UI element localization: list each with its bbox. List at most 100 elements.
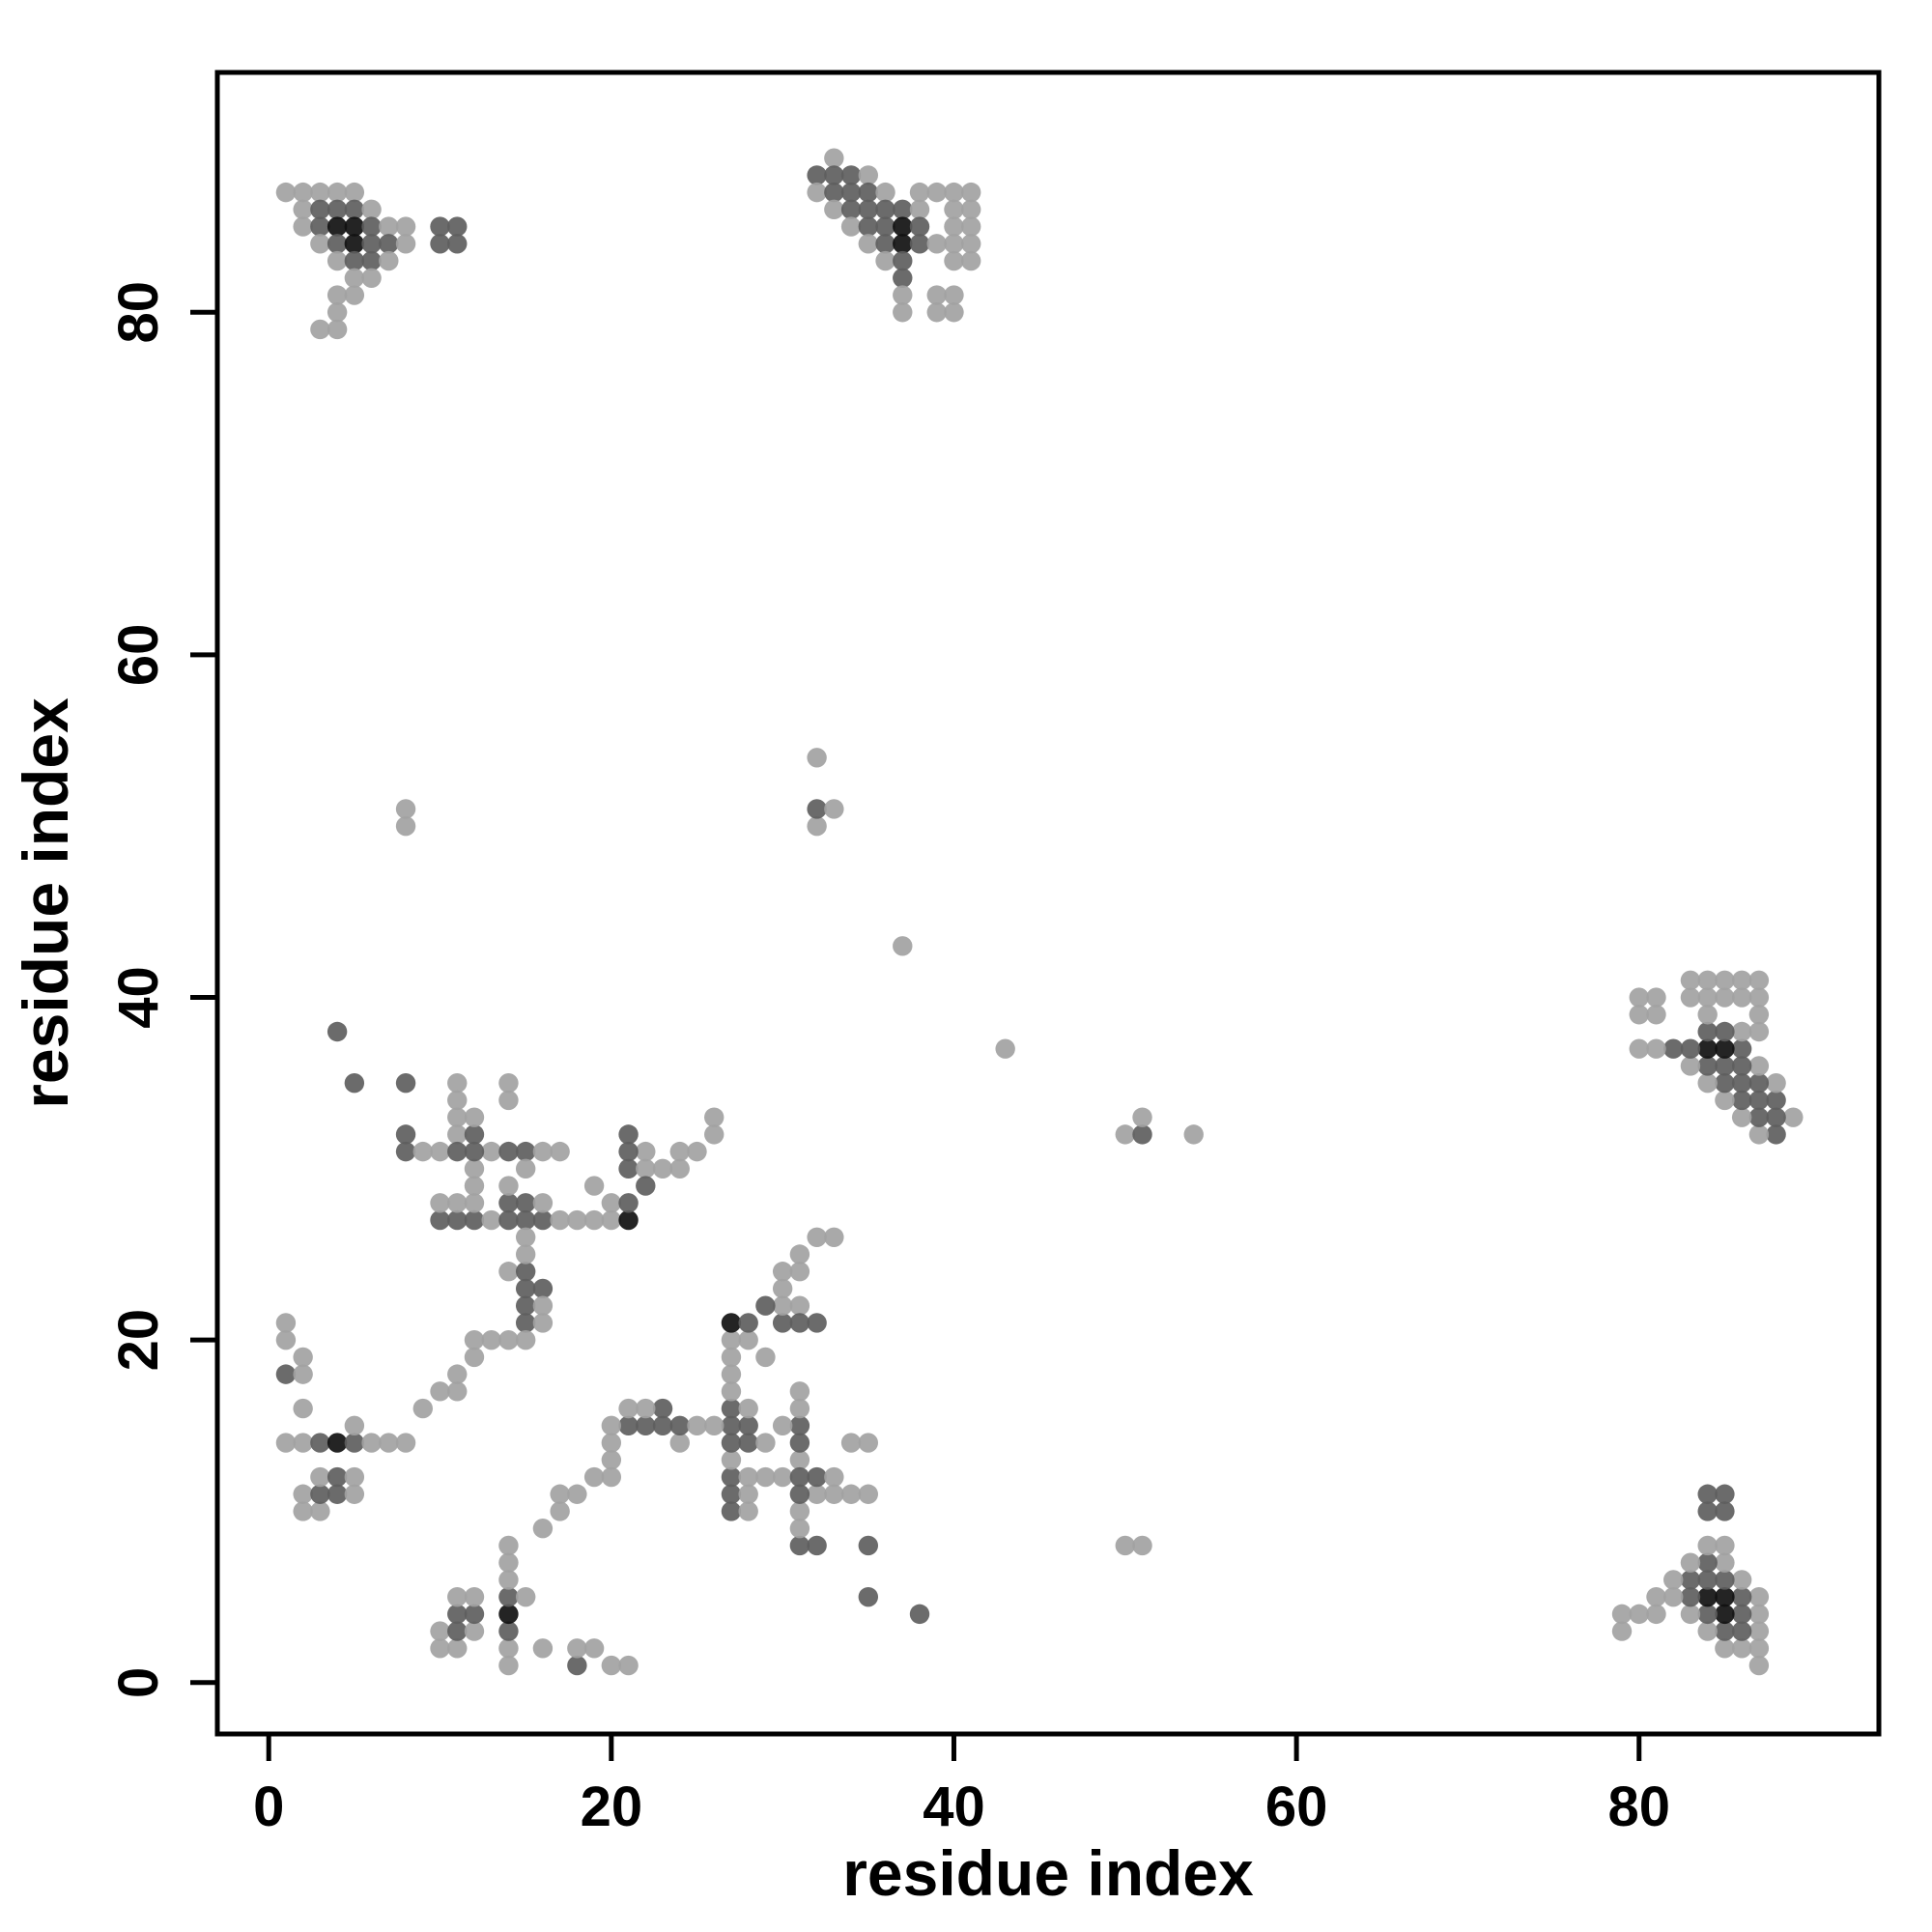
data-point bbox=[721, 1466, 742, 1488]
data-point bbox=[1697, 970, 1718, 990]
data-point bbox=[738, 1433, 758, 1453]
data-point bbox=[738, 1329, 758, 1350]
data-point bbox=[1731, 1586, 1752, 1607]
data-point bbox=[807, 182, 827, 203]
data-point bbox=[361, 234, 382, 254]
data-point bbox=[550, 1141, 570, 1162]
data-point bbox=[1629, 1005, 1649, 1025]
data-point bbox=[669, 1141, 690, 1162]
data-point bbox=[755, 1433, 776, 1453]
data-point bbox=[361, 199, 382, 220]
data-point bbox=[1646, 1604, 1666, 1625]
data-point bbox=[669, 1415, 690, 1436]
data-point bbox=[858, 1535, 879, 1556]
data-point bbox=[430, 216, 450, 237]
plot-border bbox=[214, 70, 1882, 1737]
data-point bbox=[327, 216, 348, 237]
data-point bbox=[721, 1364, 742, 1384]
x-tick-label: 20 bbox=[581, 1776, 643, 1838]
data-point bbox=[515, 1193, 536, 1213]
data-point bbox=[1183, 1124, 1204, 1145]
data-point bbox=[858, 165, 879, 185]
data-point bbox=[481, 1209, 501, 1231]
data-point bbox=[498, 1141, 519, 1162]
data-point bbox=[944, 199, 964, 220]
data-point bbox=[327, 199, 348, 220]
data-point bbox=[515, 1329, 536, 1350]
data-point bbox=[293, 1484, 313, 1504]
y-tick-label: 60 bbox=[107, 624, 170, 687]
data-point bbox=[618, 1193, 639, 1213]
data-point bbox=[583, 1638, 605, 1659]
data-point bbox=[1115, 1124, 1135, 1145]
data-point bbox=[807, 748, 827, 768]
data-point bbox=[293, 1364, 313, 1384]
data-point bbox=[1663, 1038, 1684, 1059]
data-point bbox=[636, 1141, 656, 1162]
data-point bbox=[1697, 1072, 1718, 1094]
data-point bbox=[807, 1535, 827, 1556]
data-point bbox=[447, 1621, 468, 1641]
data-point bbox=[515, 1295, 536, 1316]
data-point bbox=[944, 182, 964, 203]
data-point bbox=[498, 1570, 519, 1590]
data-point bbox=[601, 1209, 622, 1231]
data-point bbox=[395, 1072, 416, 1094]
data-point bbox=[344, 268, 365, 288]
data-point bbox=[464, 1621, 485, 1641]
data-point bbox=[1629, 987, 1649, 1008]
data-point bbox=[310, 1501, 330, 1521]
data-point bbox=[1748, 1005, 1770, 1025]
data-point bbox=[824, 182, 844, 203]
data-point bbox=[1680, 1570, 1701, 1590]
data-point bbox=[430, 1193, 450, 1213]
data-point bbox=[310, 234, 330, 254]
data-point bbox=[515, 1262, 536, 1282]
data-point bbox=[738, 1415, 758, 1436]
data-point bbox=[909, 1604, 930, 1625]
data-point bbox=[772, 1278, 793, 1299]
y-axis-title: residue index bbox=[10, 697, 81, 1109]
data-point bbox=[893, 302, 913, 323]
data-point bbox=[858, 1484, 879, 1504]
data-point bbox=[704, 1107, 724, 1127]
data-point bbox=[824, 1227, 844, 1247]
data-point bbox=[636, 1398, 656, 1419]
data-point bbox=[498, 1176, 519, 1196]
data-point bbox=[344, 234, 365, 254]
data-point bbox=[532, 1209, 554, 1231]
y-tick-label: 0 bbox=[107, 1667, 170, 1698]
data-point bbox=[532, 1278, 554, 1299]
data-point bbox=[961, 199, 981, 220]
data-point bbox=[395, 234, 416, 254]
data-point bbox=[652, 1415, 673, 1436]
data-point bbox=[772, 1262, 793, 1282]
data-point bbox=[1748, 1056, 1770, 1076]
data-point bbox=[789, 1501, 810, 1521]
data-point bbox=[481, 1329, 501, 1350]
data-point bbox=[1132, 1535, 1152, 1556]
data-point bbox=[464, 1141, 485, 1162]
data-point bbox=[1697, 1484, 1718, 1504]
data-point bbox=[875, 216, 895, 237]
data-point bbox=[344, 1415, 365, 1436]
data-point bbox=[447, 1090, 468, 1111]
data-point bbox=[327, 234, 348, 254]
data-point bbox=[1663, 1586, 1684, 1607]
data-point bbox=[704, 1124, 724, 1145]
data-point bbox=[583, 1176, 605, 1196]
data-point bbox=[1697, 1501, 1718, 1521]
data-point bbox=[327, 1433, 348, 1453]
data-point bbox=[498, 1655, 519, 1676]
data-point bbox=[704, 1415, 724, 1436]
data-point bbox=[893, 250, 913, 271]
data-point bbox=[395, 1141, 416, 1162]
data-point bbox=[807, 816, 827, 837]
data-point bbox=[1715, 1604, 1735, 1625]
data-point bbox=[498, 1586, 519, 1607]
data-point bbox=[515, 1227, 536, 1247]
data-point bbox=[1731, 1604, 1752, 1625]
data-point bbox=[1680, 987, 1701, 1008]
data-point bbox=[1731, 1056, 1752, 1076]
data-point bbox=[1766, 1124, 1786, 1145]
